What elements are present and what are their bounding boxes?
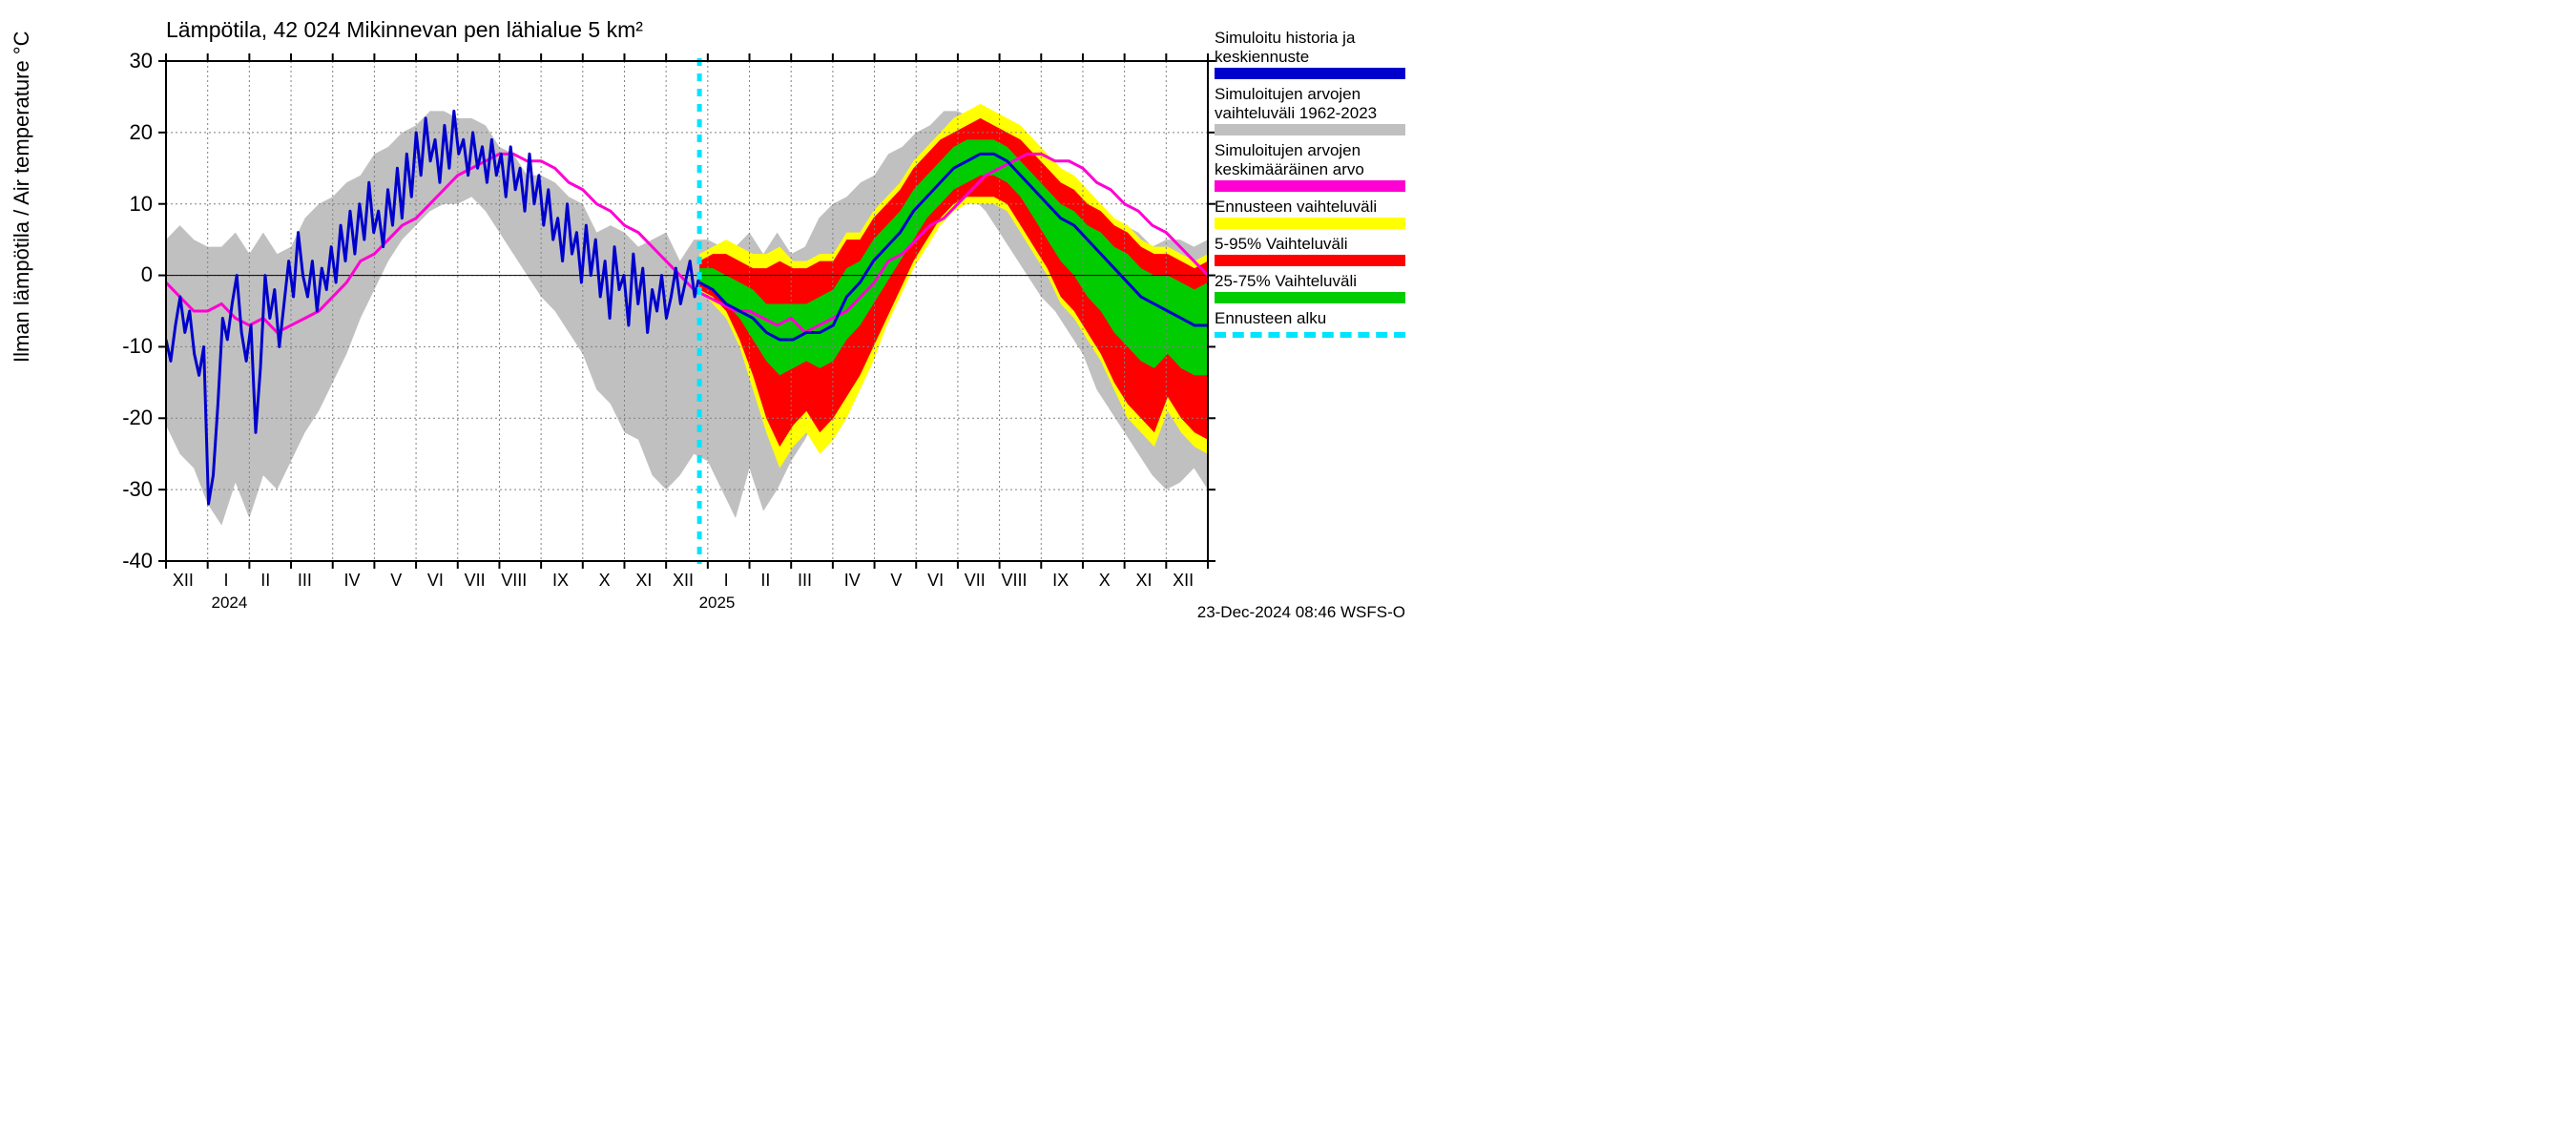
x-tick-label: XII	[173, 571, 194, 591]
chart-title: Lämpötila, 42 024 Mikinnevan pen lähialu…	[166, 17, 643, 43]
x-tick-label: IV	[844, 571, 861, 591]
x-tick-label: VIII	[1001, 571, 1027, 591]
legend-swatch	[1215, 332, 1405, 338]
year-label: 2024	[212, 593, 248, 613]
legend-item-label: Ennusteen vaihteluväli	[1215, 198, 1405, 217]
legend-item: Ennusteen alku	[1215, 309, 1405, 338]
legend-swatch	[1215, 255, 1405, 266]
chart-footer: 23-Dec-2024 08:46 WSFS-O	[1197, 603, 1405, 622]
legend-item-label: Simuloitujen arvojen keskimääräinen arvo	[1215, 141, 1405, 179]
x-tick-label: XI	[1135, 571, 1152, 591]
legend-swatch	[1215, 218, 1405, 229]
y-tick-label: 0	[141, 262, 153, 287]
legend-item: Simuloitu historia ja keskiennuste	[1215, 29, 1405, 79]
y-tick-label: 20	[130, 120, 153, 145]
legend-item-label: 5-95% Vaihteluväli	[1215, 235, 1405, 254]
x-tick-label: II	[260, 571, 270, 591]
year-label: 2025	[699, 593, 736, 613]
y-tick-label: -20	[122, 406, 153, 430]
x-tick-label: XII	[673, 571, 694, 591]
x-tick-label: II	[760, 571, 770, 591]
y-tick-label: -30	[122, 477, 153, 502]
legend-item-label: Ennusteen alku	[1215, 309, 1405, 328]
legend-item-label: 25-75% Vaihteluväli	[1215, 272, 1405, 291]
x-tick-label: III	[798, 571, 812, 591]
legend-item-label: Simuloitu historia ja keskiennuste	[1215, 29, 1405, 67]
x-tick-label: VI	[927, 571, 944, 591]
x-tick-label: VII	[465, 571, 486, 591]
y-tick-label: 30	[130, 49, 153, 73]
legend-swatch	[1215, 68, 1405, 79]
legend: Simuloitu historia ja keskiennuste Simulo…	[1215, 29, 1405, 344]
legend-item: Simuloitujen arvojen keskimääräinen arvo	[1215, 141, 1405, 192]
y-tick-label: 10	[130, 192, 153, 217]
x-tick-label: IX	[1052, 571, 1069, 591]
x-tick-label: X	[1099, 571, 1111, 591]
legend-item: 25-75% Vaihteluväli	[1215, 272, 1405, 303]
legend-swatch	[1215, 124, 1405, 135]
x-tick-label: III	[298, 571, 312, 591]
legend-swatch	[1215, 180, 1405, 192]
legend-item-label: Simuloitujen arvojen vaihteluväli 1962-2…	[1215, 85, 1405, 123]
legend-item: Ennusteen vaihteluväli	[1215, 198, 1405, 229]
x-tick-label: IV	[344, 571, 361, 591]
x-tick-label: VII	[965, 571, 986, 591]
x-tick-label: IX	[552, 571, 569, 591]
y-tick-label: -10	[122, 334, 153, 359]
x-tick-label: VIII	[501, 571, 527, 591]
y-tick-label: -40	[122, 549, 153, 573]
x-tick-label: I	[724, 571, 729, 591]
x-tick-label: XI	[635, 571, 652, 591]
legend-item: Simuloitujen arvojen vaihteluväli 1962-2…	[1215, 85, 1405, 135]
x-tick-label: X	[599, 571, 611, 591]
x-tick-label: VI	[427, 571, 444, 591]
temperature-fanchart: Lämpötila, 42 024 Mikinnevan pen lähialu…	[0, 0, 1413, 628]
plot-svg	[0, 0, 1413, 628]
legend-swatch	[1215, 292, 1405, 303]
y-axis-label: Ilman lämpötila / Air temperature °C	[10, 31, 34, 364]
legend-item: 5-95% Vaihteluväli	[1215, 235, 1405, 266]
x-tick-label: I	[224, 571, 229, 591]
x-tick-label: V	[390, 571, 402, 591]
x-tick-label: XII	[1173, 571, 1194, 591]
x-tick-label: V	[890, 571, 902, 591]
